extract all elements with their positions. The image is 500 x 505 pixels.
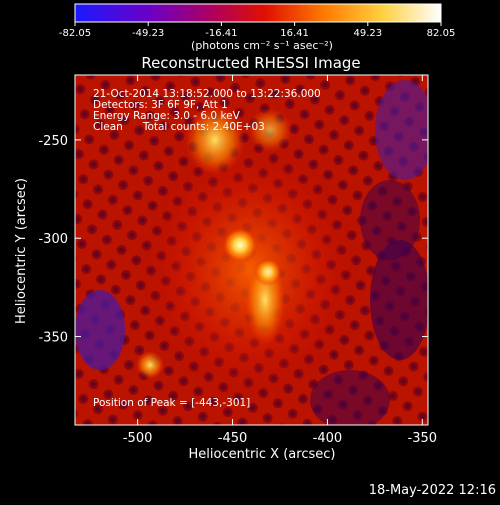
colorbar-units: (photons cm⁻² s⁻¹ asec⁻²) <box>191 39 333 52</box>
y-tick-label: -350 <box>38 331 68 346</box>
colorbar-tick-label: 82.05 <box>427 28 456 39</box>
y-axis-ticks: -250 -300 -350 <box>38 134 428 346</box>
colorbar <box>74 3 442 23</box>
x-tick-label: -400 <box>313 431 343 446</box>
info-line-clean: Clean Total counts: 2.40E+03 <box>93 121 265 133</box>
info-line-energy: Energy Range: 3.0 - 6.0 keV <box>93 110 241 122</box>
peak-position-text: Position of Peak = [-443,-301] <box>93 397 250 409</box>
x-tick-label: -450 <box>218 431 248 446</box>
info-line-time: 21-Oct-2014 13:18:52.000 to 13:22:36.000 <box>93 88 321 100</box>
colorbar-tick-label: 49.23 <box>353 28 382 39</box>
x-tick-label: -350 <box>408 431 438 446</box>
x-tick-label: -500 <box>123 431 153 446</box>
plot-frame <box>74 74 429 426</box>
x-axis-ticks: -500 -450 -400 -350 <box>123 75 437 446</box>
plot-title: Reconstructed RHESSI Image <box>141 54 360 72</box>
colorbar-tick-label: -82.05 <box>59 28 91 39</box>
colorbar-tick-label: -16.41 <box>205 28 237 39</box>
x-axis-label: Heliocentric X (arcsec) <box>189 447 336 462</box>
y-tick-label: -300 <box>38 232 68 247</box>
info-line-detectors: Detectors: 3F 6F 9F, Att 1 <box>93 99 228 111</box>
colorbar-tick-label: 16.41 <box>280 28 309 39</box>
colorbar-ticks: -82.05 -49.23 -16.41 16.41 49.23 82.05 <box>59 22 455 39</box>
image-area <box>75 75 428 425</box>
y-axis-label: Heliocentric Y (arcsec) <box>14 178 29 324</box>
colorbar-tick-label: -49.23 <box>132 28 164 39</box>
y-tick-label: -250 <box>38 134 68 149</box>
timestamp: 18-May-2022 12:16 <box>369 483 496 498</box>
